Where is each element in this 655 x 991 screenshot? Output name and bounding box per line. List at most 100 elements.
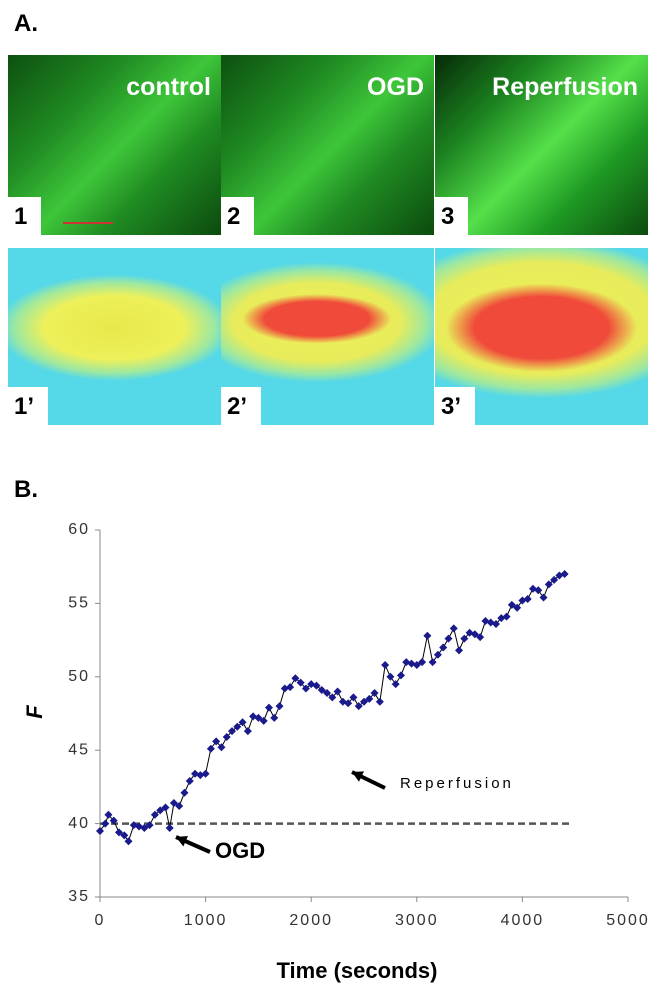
data-point — [423, 631, 432, 640]
image-number: 3’ — [435, 387, 476, 425]
image-number: 1 — [8, 197, 42, 235]
data-point — [507, 600, 516, 609]
x-tick-label: 0 — [95, 912, 106, 929]
data-point — [455, 646, 464, 655]
data-point — [523, 594, 532, 603]
annotation: OGD — [215, 838, 265, 863]
data-point — [317, 686, 326, 695]
data-point — [396, 671, 405, 680]
data-line — [99, 573, 565, 843]
data-point — [270, 713, 279, 722]
arrow-head — [176, 835, 188, 847]
data-point — [386, 672, 395, 681]
x-tick-label: 3000 — [395, 912, 439, 929]
data-point — [145, 821, 154, 830]
data-point — [550, 575, 559, 584]
data-point — [476, 633, 485, 642]
data-point — [381, 661, 390, 670]
data-point — [124, 837, 133, 846]
data-point — [544, 580, 553, 589]
data-point — [259, 716, 268, 725]
data-point — [312, 681, 321, 690]
data-point — [412, 661, 421, 670]
y-axis-title: F — [22, 705, 47, 719]
data-point — [433, 650, 442, 659]
y-tick-label: 55 — [68, 595, 90, 612]
data-point — [104, 810, 113, 819]
data-point — [349, 693, 358, 702]
data-point — [333, 687, 342, 696]
image-caption: OGD — [367, 73, 424, 101]
data-point — [360, 697, 368, 706]
data-point — [365, 694, 374, 703]
data-point — [502, 612, 511, 621]
data-point — [539, 593, 548, 602]
data-point — [101, 819, 110, 828]
data-point — [391, 680, 400, 689]
data-point — [185, 777, 194, 786]
image-panel: OGD 2 — [221, 55, 434, 235]
image-panel: control 1 — [8, 55, 221, 235]
data-point — [206, 744, 215, 753]
data-point — [291, 674, 300, 683]
panel-label: B. — [14, 476, 38, 503]
data-point — [301, 684, 310, 693]
data-point — [492, 619, 500, 628]
data-point — [161, 803, 170, 812]
x-axis-title: Time (seconds) — [277, 958, 438, 983]
scale-bar — [63, 222, 113, 224]
y-tick-label: 45 — [68, 741, 90, 758]
image-number: 1’ — [8, 387, 49, 425]
data-point — [254, 713, 263, 722]
annotation: Reperfusion — [400, 775, 514, 792]
image-panel: 1’ — [8, 248, 221, 425]
data-point — [233, 722, 242, 731]
data-point — [201, 769, 210, 778]
x-tick-label: 2000 — [289, 912, 333, 929]
data-point — [212, 737, 221, 746]
data-point — [180, 788, 189, 797]
y-tick-label: 35 — [68, 888, 90, 905]
data-point — [296, 678, 305, 687]
y-tick-label: 60 — [68, 521, 90, 538]
image-number: 3 — [435, 197, 469, 235]
data-point — [169, 799, 178, 808]
data-point — [354, 702, 363, 711]
data-point — [444, 634, 453, 643]
panel-label: A. — [14, 10, 38, 37]
data-point — [115, 828, 124, 837]
image-panel: 2’ — [221, 248, 434, 425]
data-point — [217, 743, 226, 752]
image-caption: Reperfusion — [492, 73, 638, 101]
data-point — [228, 727, 236, 736]
data-point — [534, 586, 543, 595]
data-point — [96, 826, 104, 835]
data-point — [120, 831, 129, 840]
data-point — [150, 810, 159, 819]
x-tick-label: 1000 — [184, 912, 228, 929]
image-number: 2 — [221, 197, 255, 235]
x-tick-label: 5000 — [606, 912, 650, 929]
data-point — [370, 688, 379, 697]
arrow-head — [352, 771, 364, 782]
data-point — [323, 688, 332, 697]
data-point — [460, 634, 469, 643]
data-point — [238, 718, 247, 727]
data-point — [449, 624, 458, 633]
image-number: 2’ — [221, 387, 262, 425]
data-point — [109, 816, 118, 825]
image-panel: 3’ — [435, 248, 648, 425]
data-point — [328, 693, 337, 702]
data-point — [470, 630, 479, 639]
data-point — [439, 643, 448, 652]
y-tick-label: 40 — [68, 815, 90, 832]
data-point — [560, 570, 569, 579]
data-point — [175, 801, 184, 810]
data-point — [264, 703, 273, 712]
data-point — [428, 658, 437, 667]
data-point — [418, 658, 427, 667]
data-point — [513, 603, 522, 612]
data-point — [375, 697, 384, 706]
